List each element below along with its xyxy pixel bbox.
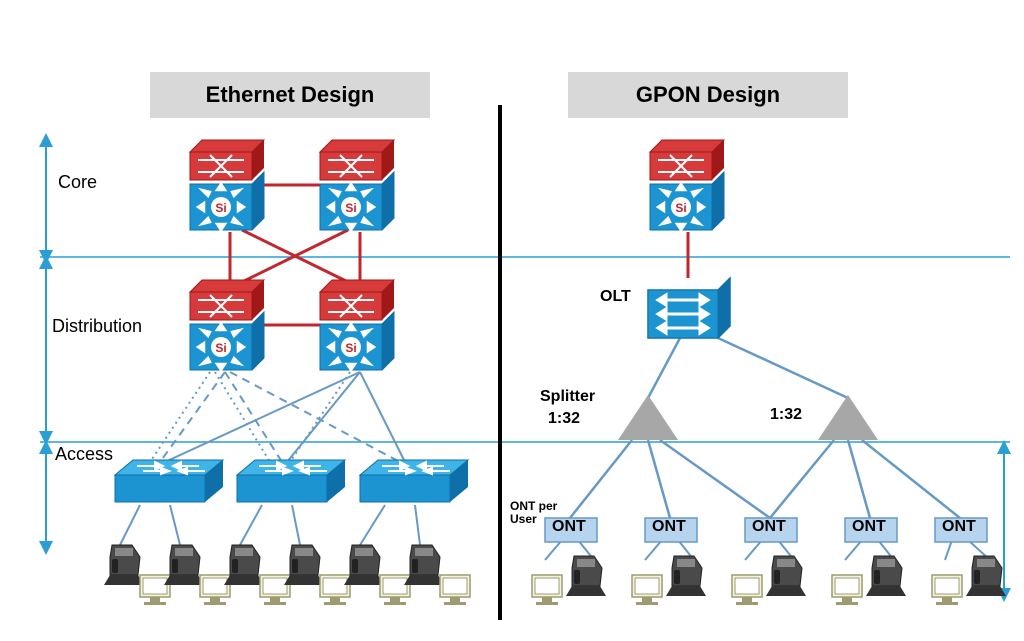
olt-label: OLT	[600, 288, 631, 306]
dist-switch-icon	[320, 280, 394, 370]
eth-dist-access-links	[150, 372, 405, 462]
splitter-icon	[618, 395, 678, 440]
access-switch-icon	[115, 460, 223, 502]
endpoint-group	[284, 545, 324, 585]
gpon-olt-splitter-links	[648, 338, 848, 398]
endpoint-group	[932, 575, 962, 605]
core-switch-icon	[320, 140, 394, 230]
endpoint-group	[632, 575, 662, 605]
splitter-icon	[818, 395, 878, 440]
core-label: Core	[58, 172, 97, 193]
ont-per-user-label: ONT per User	[510, 500, 557, 526]
endpoint-group	[532, 575, 562, 605]
splitter-ratio-label-2: 1:32	[770, 406, 802, 424]
endpoint-group	[732, 575, 762, 605]
eth-core-links	[230, 185, 360, 325]
ont-text: ONT	[552, 518, 586, 536]
ont-text: ONT	[852, 518, 886, 536]
endpoint-group	[566, 556, 606, 596]
eth-access-endpoint-links	[120, 505, 420, 545]
endpoint-group	[200, 575, 230, 605]
distribution-label: Distribution	[52, 316, 142, 337]
gpon-core-switch-icon	[650, 140, 724, 230]
olt-icon	[648, 278, 730, 338]
gpon-splitter-ont-links	[570, 440, 960, 518]
splitter-ratio-label: 1:32	[548, 410, 580, 428]
endpoint-group	[666, 556, 706, 596]
gpon-ont-endpoint-links	[545, 540, 990, 560]
core-switch-icon	[190, 140, 264, 230]
splitter-label: Splitter	[540, 388, 595, 406]
endpoint-group	[832, 575, 862, 605]
endpoint-group	[966, 556, 1006, 596]
endpoint-group	[320, 575, 350, 605]
access-label: Access	[55, 444, 113, 465]
endpoint-group	[866, 556, 906, 596]
ethernet-title: Ethernet Design	[150, 72, 430, 118]
endpoint-group	[140, 575, 170, 605]
endpoint-group	[164, 545, 204, 585]
endpoint-group	[344, 545, 384, 585]
endpoint-group	[260, 575, 290, 605]
ont-text: ONT	[652, 518, 686, 536]
endpoint-group	[440, 575, 470, 605]
access-switch-icon	[237, 460, 345, 502]
endpoint-group	[224, 545, 264, 585]
ont-text: ONT	[942, 518, 976, 536]
endpoint-group	[380, 575, 410, 605]
ont-text: ONT	[752, 518, 786, 536]
access-switch-icon	[360, 460, 468, 502]
endpoint-group	[404, 545, 444, 585]
endpoint-group	[104, 545, 144, 585]
gpon-title: GPON Design	[568, 72, 848, 118]
endpoint-group	[766, 556, 806, 596]
dist-switch-icon	[190, 280, 264, 370]
